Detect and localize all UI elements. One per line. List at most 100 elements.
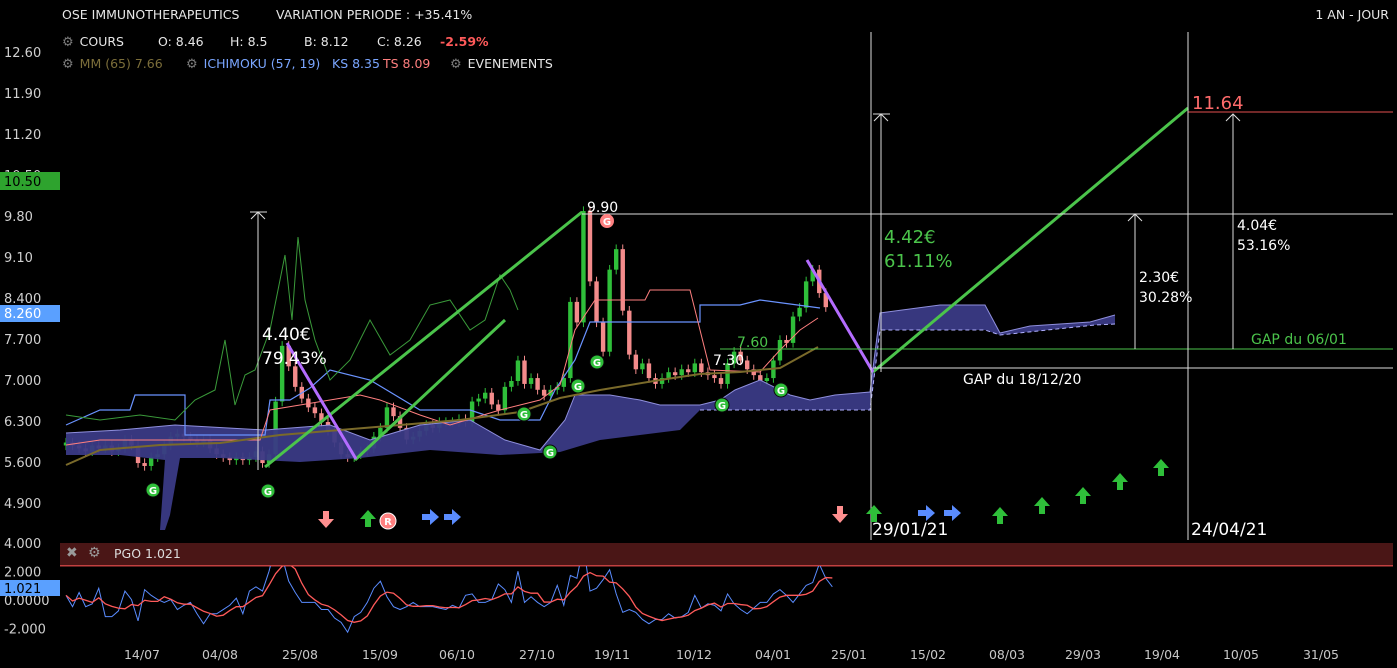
gear-icon[interactable]: ⚙ [88, 545, 101, 561]
period-selector[interactable]: 1 AN - JOUR [1315, 7, 1389, 22]
x-tick-label: 15/09 [362, 647, 398, 662]
annotation-date: 29/01/21 [872, 520, 948, 540]
gear-icon[interactable]: ⚙ [62, 35, 74, 50]
candle-body [600, 322, 606, 352]
mm-legend: ⚙ MM (65) 7.66 [62, 56, 163, 72]
event-marker-g-label: G [718, 401, 726, 412]
annotation-target: 11.64 [1192, 93, 1244, 114]
annotation-gain-pct: 61.11% [884, 251, 953, 272]
candle-body [391, 407, 396, 417]
candle-body [227, 457, 232, 461]
x-tick-label: 15/02 [910, 647, 946, 662]
signal-arrow-down-icon [832, 506, 848, 523]
trend-line-green [353, 318, 507, 462]
price-tick-label: 7.700 [4, 333, 41, 348]
pgo-tick-label: 0.0000 [4, 594, 50, 609]
candle-body [614, 249, 619, 270]
candle-body [679, 369, 684, 376]
price-tick-label: 9.80 [4, 210, 33, 225]
mm65-line [65, 346, 819, 466]
gear-icon[interactable]: ⚙ [62, 57, 74, 72]
candle-body [273, 401, 278, 455]
event-marker-g[interactable] [542, 444, 558, 460]
event-marker-g[interactable] [516, 406, 532, 422]
candle-body [522, 360, 527, 384]
gear-icon[interactable]: ⚙ [186, 57, 198, 72]
close-value: C: 8.26 [377, 34, 422, 49]
event-marker-g[interactable] [145, 482, 161, 498]
candle-body [790, 316, 796, 343]
event-marker-g-label: G [593, 358, 601, 369]
candle-body [502, 386, 508, 411]
event-marker-g[interactable] [589, 354, 605, 370]
event-marker-g-label: G [520, 410, 528, 421]
candle-body [803, 281, 809, 308]
event-marker-g[interactable] [714, 397, 730, 413]
event-marker-g[interactable] [570, 378, 586, 394]
events-legend: ⚙ EVENEMENTS [450, 56, 553, 72]
ohlc-legend: ⚙ COURS [62, 34, 124, 50]
signal-arrow-up-icon [992, 507, 1008, 524]
annotation-level: 7.30 [713, 353, 744, 369]
pgo-label: PGO 1.021 [114, 546, 181, 561]
candle-body [293, 366, 298, 387]
pgo-tick-label: 4.000 [4, 537, 41, 552]
event-marker-g-red[interactable] [600, 214, 614, 228]
close-icon[interactable]: ✖ [66, 545, 78, 561]
candle-body [384, 407, 390, 428]
ichimoku-cloud [66, 305, 1115, 530]
ichimoku-label: ICHIMOKU (57, 19) [203, 56, 321, 71]
x-tick-label: 06/10 [439, 647, 475, 662]
event-marker-g-label: G [777, 386, 785, 397]
candle-body [725, 363, 730, 384]
candle-body [561, 378, 566, 387]
signal-arrow-down-icon [318, 511, 334, 528]
candle-body [509, 381, 514, 387]
price-tick-label: 8.400 [4, 292, 41, 307]
candle-body [489, 392, 494, 405]
price-tick-label: 11.20 [4, 128, 41, 143]
price-tick-label: 4.900 [4, 497, 41, 512]
x-tick-label: 14/07 [124, 647, 160, 662]
open-value: O: 8.46 [158, 34, 204, 49]
annotation-gain-pct: 30.28% [1139, 290, 1192, 306]
candle-body [686, 369, 691, 373]
candle-body [718, 378, 724, 384]
low-value: B: 8.12 [304, 34, 349, 49]
candle-body [594, 281, 599, 323]
measure-arrowhead [1127, 213, 1143, 222]
candle-body [633, 354, 639, 370]
candle-body [797, 307, 802, 317]
candle-body [515, 360, 521, 381]
candle-body [306, 398, 311, 408]
candle-body [574, 301, 580, 323]
candle-body [758, 375, 763, 381]
candle-body [810, 269, 815, 282]
price-tick-label: 9.10 [4, 251, 33, 266]
signal-arrow-up-icon [1034, 497, 1050, 514]
annotation-level: 7.60 [737, 335, 768, 351]
candle-body [548, 389, 553, 396]
candle-body [476, 398, 481, 402]
pgo-tick-label: -2.000 [4, 622, 46, 637]
pgo-panel-header: ✖ ⚙ PGO 1.021 [60, 543, 1393, 566]
event-marker-r[interactable] [379, 512, 397, 530]
annotation-gap: GAP du 18/12/20 [963, 372, 1081, 388]
candle-body [541, 389, 547, 396]
annotation-gain-pct: 53.16% [1237, 238, 1290, 254]
candle-body [148, 457, 154, 466]
event-marker-label: G [603, 217, 611, 228]
price-tick-label: 12.60 [4, 46, 41, 61]
annotation-gain: 4.42€ [884, 227, 936, 248]
event-marker-g[interactable] [773, 382, 789, 398]
price-tag-blue [0, 305, 60, 322]
gear-icon[interactable]: ⚙ [450, 57, 462, 72]
candle-body [587, 211, 593, 282]
event-marker-g[interactable] [260, 483, 276, 499]
candle-body [659, 378, 665, 384]
x-tick-label: 25/01 [831, 647, 867, 662]
x-tick-label: 10/12 [676, 647, 712, 662]
annotation-gain-pct: 79.43% [262, 349, 327, 369]
